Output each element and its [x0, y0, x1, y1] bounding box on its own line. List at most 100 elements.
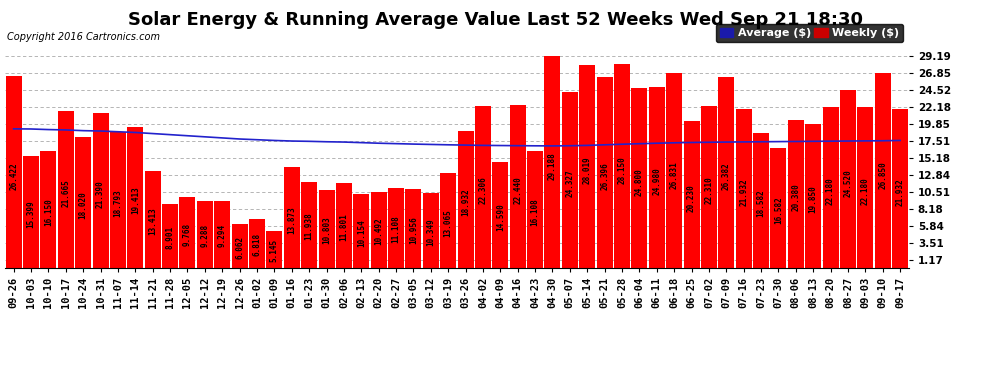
Text: Solar Energy & Running Average Value Last 52 Weeks Wed Sep 21 18:30: Solar Energy & Running Average Value Las… [128, 11, 862, 29]
Bar [75, 137, 91, 268]
Text: Copyright 2016 Cartronics.com: Copyright 2016 Cartronics.com [7, 33, 159, 42]
Text: 8.901: 8.901 [165, 226, 174, 249]
Text: 22.306: 22.306 [478, 177, 487, 204]
Text: 22.180: 22.180 [861, 177, 870, 205]
Bar [579, 65, 595, 268]
Text: 11.108: 11.108 [392, 216, 401, 243]
Text: 13.065: 13.065 [444, 209, 452, 237]
Text: 28.150: 28.150 [618, 156, 627, 184]
Text: 6.062: 6.062 [235, 236, 245, 259]
Text: 22.310: 22.310 [705, 177, 714, 204]
Text: 9.288: 9.288 [200, 224, 209, 248]
Bar [214, 201, 231, 268]
Text: 26.396: 26.396 [600, 162, 609, 190]
Bar [370, 192, 387, 268]
Bar [510, 105, 526, 268]
Text: 18.932: 18.932 [461, 188, 470, 216]
Text: 21.665: 21.665 [61, 179, 70, 207]
Bar [527, 151, 544, 268]
Text: 19.413: 19.413 [131, 187, 140, 214]
Bar [423, 193, 439, 268]
Text: 22.440: 22.440 [513, 176, 522, 204]
Text: 18.793: 18.793 [114, 189, 123, 217]
Bar [614, 64, 630, 268]
Text: 28.019: 28.019 [583, 157, 592, 184]
Text: 24.327: 24.327 [565, 170, 574, 197]
Text: 29.188: 29.188 [548, 153, 557, 180]
Bar [388, 188, 404, 268]
Bar [145, 171, 160, 268]
Text: 18.020: 18.020 [78, 192, 88, 219]
Bar [197, 201, 213, 268]
Bar [875, 74, 891, 268]
Text: 10.349: 10.349 [427, 218, 436, 246]
Text: 13.873: 13.873 [287, 206, 296, 234]
Bar [544, 56, 560, 268]
Bar [492, 162, 508, 268]
Bar [788, 120, 804, 268]
Bar [232, 224, 248, 268]
Bar [632, 88, 647, 268]
Bar [666, 74, 682, 268]
Text: 9.294: 9.294 [218, 224, 227, 248]
Text: 16.150: 16.150 [44, 198, 52, 226]
Bar [475, 106, 491, 268]
Bar [319, 190, 335, 268]
Bar [562, 92, 578, 268]
Bar [457, 131, 473, 268]
Text: 10.803: 10.803 [322, 217, 331, 244]
Text: 10.154: 10.154 [356, 219, 365, 247]
Text: 24.800: 24.800 [635, 168, 644, 196]
Text: 10.956: 10.956 [409, 216, 418, 244]
Text: 20.230: 20.230 [687, 184, 696, 211]
Text: 26.831: 26.831 [669, 161, 679, 189]
Bar [6, 76, 22, 268]
Text: 26.422: 26.422 [9, 162, 18, 190]
Text: 20.380: 20.380 [791, 183, 800, 211]
Bar [353, 195, 369, 268]
Text: 21.932: 21.932 [740, 178, 748, 206]
Bar [57, 111, 74, 268]
Bar [284, 168, 300, 268]
Bar [23, 156, 39, 268]
Text: 16.582: 16.582 [774, 196, 783, 224]
Bar [162, 204, 178, 268]
Bar [597, 76, 613, 268]
Text: 11.801: 11.801 [340, 213, 348, 241]
Text: 5.145: 5.145 [270, 238, 279, 262]
Bar [736, 109, 751, 268]
Legend: Average ($), Weekly ($): Average ($), Weekly ($) [716, 24, 903, 42]
Bar [753, 134, 769, 268]
Bar [857, 107, 873, 268]
Text: 14.590: 14.590 [496, 204, 505, 231]
Bar [41, 151, 56, 268]
Text: 24.980: 24.980 [652, 167, 661, 195]
Text: 6.818: 6.818 [252, 233, 261, 256]
Bar [719, 77, 735, 268]
Text: 16.108: 16.108 [531, 198, 540, 226]
Bar [92, 113, 109, 268]
Text: 9.768: 9.768 [183, 222, 192, 246]
Text: 15.399: 15.399 [27, 201, 36, 228]
Text: 19.850: 19.850 [809, 185, 818, 213]
Text: 26.382: 26.382 [722, 162, 731, 190]
Bar [406, 189, 422, 268]
Text: 21.932: 21.932 [896, 178, 905, 206]
Bar [266, 231, 282, 268]
Bar [892, 109, 908, 268]
Bar [823, 107, 839, 268]
Text: 26.850: 26.850 [878, 161, 887, 189]
Text: 24.520: 24.520 [843, 169, 852, 196]
Bar [110, 132, 126, 268]
Bar [805, 124, 822, 268]
Text: 11.938: 11.938 [305, 213, 314, 240]
Text: 22.180: 22.180 [826, 177, 836, 205]
Bar [301, 182, 317, 268]
Bar [441, 173, 456, 268]
Bar [128, 127, 144, 268]
Bar [249, 219, 265, 268]
Text: 10.492: 10.492 [374, 218, 383, 246]
Text: 18.582: 18.582 [756, 189, 765, 217]
Bar [179, 197, 195, 268]
Bar [770, 148, 786, 268]
